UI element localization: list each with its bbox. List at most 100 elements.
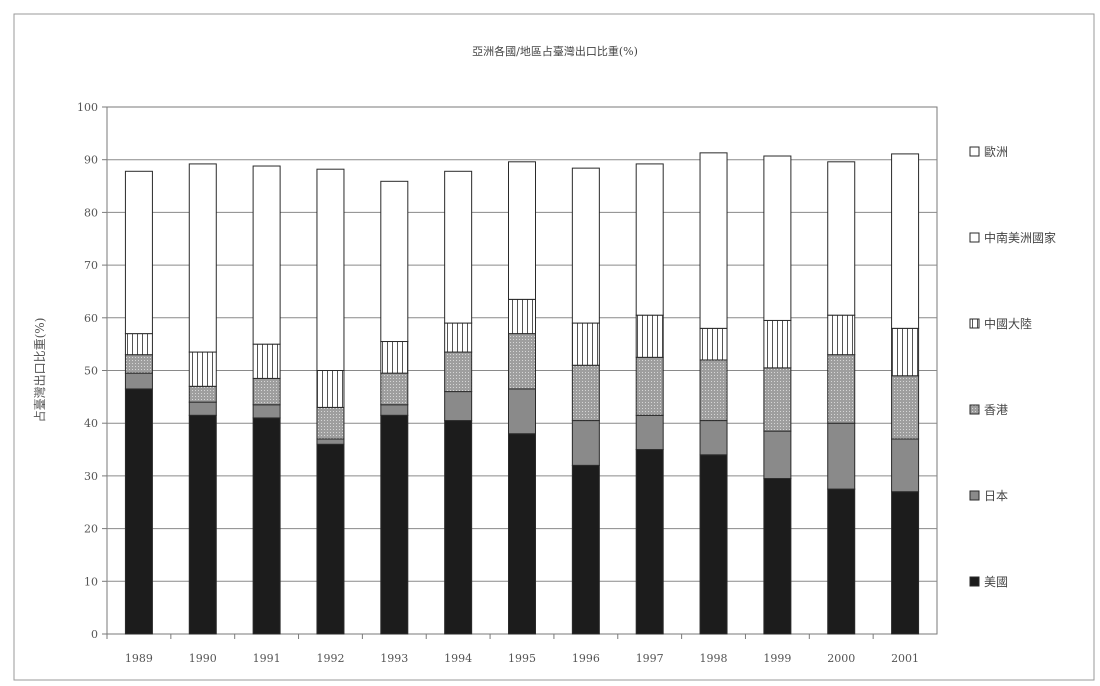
bar-segment-1 <box>252 417 281 635</box>
bar-segment-4 <box>444 322 473 353</box>
legend-swatch <box>969 404 980 415</box>
x-tick-label: 1992 <box>316 652 344 665</box>
y-tick-label: 60 <box>84 312 98 325</box>
legend-label: 中南美洲國家 <box>984 230 1056 245</box>
y-tick-label: 0 <box>91 628 98 641</box>
bar-segment-5 <box>699 152 728 329</box>
bar-segment-2 <box>635 414 664 451</box>
bar-segment-2 <box>891 438 920 493</box>
bar-segment-1 <box>188 414 217 635</box>
bar-segment-2 <box>124 372 153 390</box>
x-tick-label: 1995 <box>508 652 536 665</box>
bar-segment-4 <box>763 319 792 369</box>
bar-segment-4 <box>827 314 856 356</box>
bar-segment-1 <box>571 464 600 635</box>
bar-segment-3 <box>635 356 664 416</box>
bar-segment-1 <box>444 420 473 635</box>
x-tick-label: 1991 <box>253 652 281 665</box>
bar-segment-2 <box>380 404 409 416</box>
bar-segment-4 <box>252 343 281 379</box>
x-tick-label: 1989 <box>125 652 153 665</box>
bar-segment-3 <box>891 375 920 440</box>
bar-segment-1 <box>316 443 345 635</box>
bar-segment-3 <box>763 367 792 432</box>
x-tick-label: 1997 <box>636 652 664 665</box>
x-tick-label: 2000 <box>827 652 855 665</box>
bar-segment-3 <box>380 372 409 406</box>
bar-segment-2 <box>571 420 600 466</box>
x-tick-label: 1999 <box>763 652 791 665</box>
bar-segment-2 <box>699 420 728 456</box>
bar-segment-3 <box>188 385 217 403</box>
bar-segment-3 <box>571 364 600 422</box>
y-tick-label: 20 <box>84 523 98 536</box>
bar-segment-1 <box>380 414 409 635</box>
bar-segment-3 <box>316 406 345 440</box>
x-tick-label: 1990 <box>189 652 217 665</box>
bar-segment-2 <box>188 401 217 416</box>
bar-segment-2 <box>763 430 792 480</box>
y-tick-label: 50 <box>84 365 98 378</box>
bar-segment-5 <box>508 161 536 300</box>
bar-segment-2 <box>827 422 856 490</box>
legend-swatch <box>969 576 980 587</box>
bar-segment-1 <box>508 433 536 635</box>
chart-title: 亞洲各國/地區占臺灣出口比重(%) <box>472 44 638 58</box>
bar-segment-4 <box>635 314 664 358</box>
y-axis-label: 占臺灣出口比重(%) <box>32 318 47 423</box>
bar-segment-5 <box>124 170 153 335</box>
y-tick-label: 80 <box>84 206 98 219</box>
x-tick-label: 1994 <box>444 652 472 665</box>
bar-segment-1 <box>699 454 728 635</box>
y-tick-label: 70 <box>84 259 98 272</box>
bar-segment-5 <box>188 163 217 353</box>
bar-segment-3 <box>508 333 536 390</box>
x-tick-label: 1993 <box>380 652 408 665</box>
legend-label: 日本 <box>984 489 1008 503</box>
bar-segment-4 <box>891 327 920 377</box>
bar-segment-2 <box>316 438 345 445</box>
y-tick-label: 100 <box>77 101 98 114</box>
x-tick-label: 1996 <box>572 652 600 665</box>
x-tick-label: 2001 <box>891 652 919 665</box>
legend-label: 美國 <box>984 575 1008 589</box>
bar-segment-3 <box>252 377 281 406</box>
y-tick-label: 90 <box>84 154 98 167</box>
bar-segment-1 <box>763 478 792 635</box>
bar-segment-5 <box>635 163 664 316</box>
bar-segment-4 <box>316 370 345 408</box>
bar-segment-5 <box>763 155 792 321</box>
bars <box>124 152 920 635</box>
bar-segment-3 <box>444 351 473 393</box>
bar-segment-5 <box>891 153 920 329</box>
bar-segment-5 <box>444 170 473 324</box>
bar-segment-2 <box>252 404 281 419</box>
bar-segment-4 <box>508 298 536 335</box>
bar-segment-1 <box>891 491 920 635</box>
bar-segment-1 <box>124 388 153 635</box>
legend-swatch <box>969 318 980 329</box>
y-tick-label: 10 <box>84 575 98 588</box>
bar-segment-1 <box>827 488 856 635</box>
bar-segment-4 <box>380 341 409 374</box>
y-tick-label: 40 <box>84 417 98 430</box>
legend-swatch <box>969 232 980 243</box>
bar-segment-5 <box>827 161 856 316</box>
legend-swatch <box>969 490 980 501</box>
bar-segment-5 <box>252 165 281 345</box>
bar-segment-4 <box>699 327 728 361</box>
bar-segment-5 <box>571 167 600 324</box>
bar-segment-5 <box>316 168 345 371</box>
y-tick-label: 30 <box>84 470 98 483</box>
legend-label: 中國大陸 <box>984 316 1032 331</box>
bar-segment-3 <box>124 354 153 374</box>
bar-segment-4 <box>188 351 217 387</box>
bar-segment-4 <box>571 322 600 366</box>
legend-label: 歐洲 <box>984 144 1008 159</box>
bar-segment-3 <box>699 359 728 422</box>
bar-segment-2 <box>508 388 536 435</box>
bar-segment-5 <box>380 180 409 343</box>
